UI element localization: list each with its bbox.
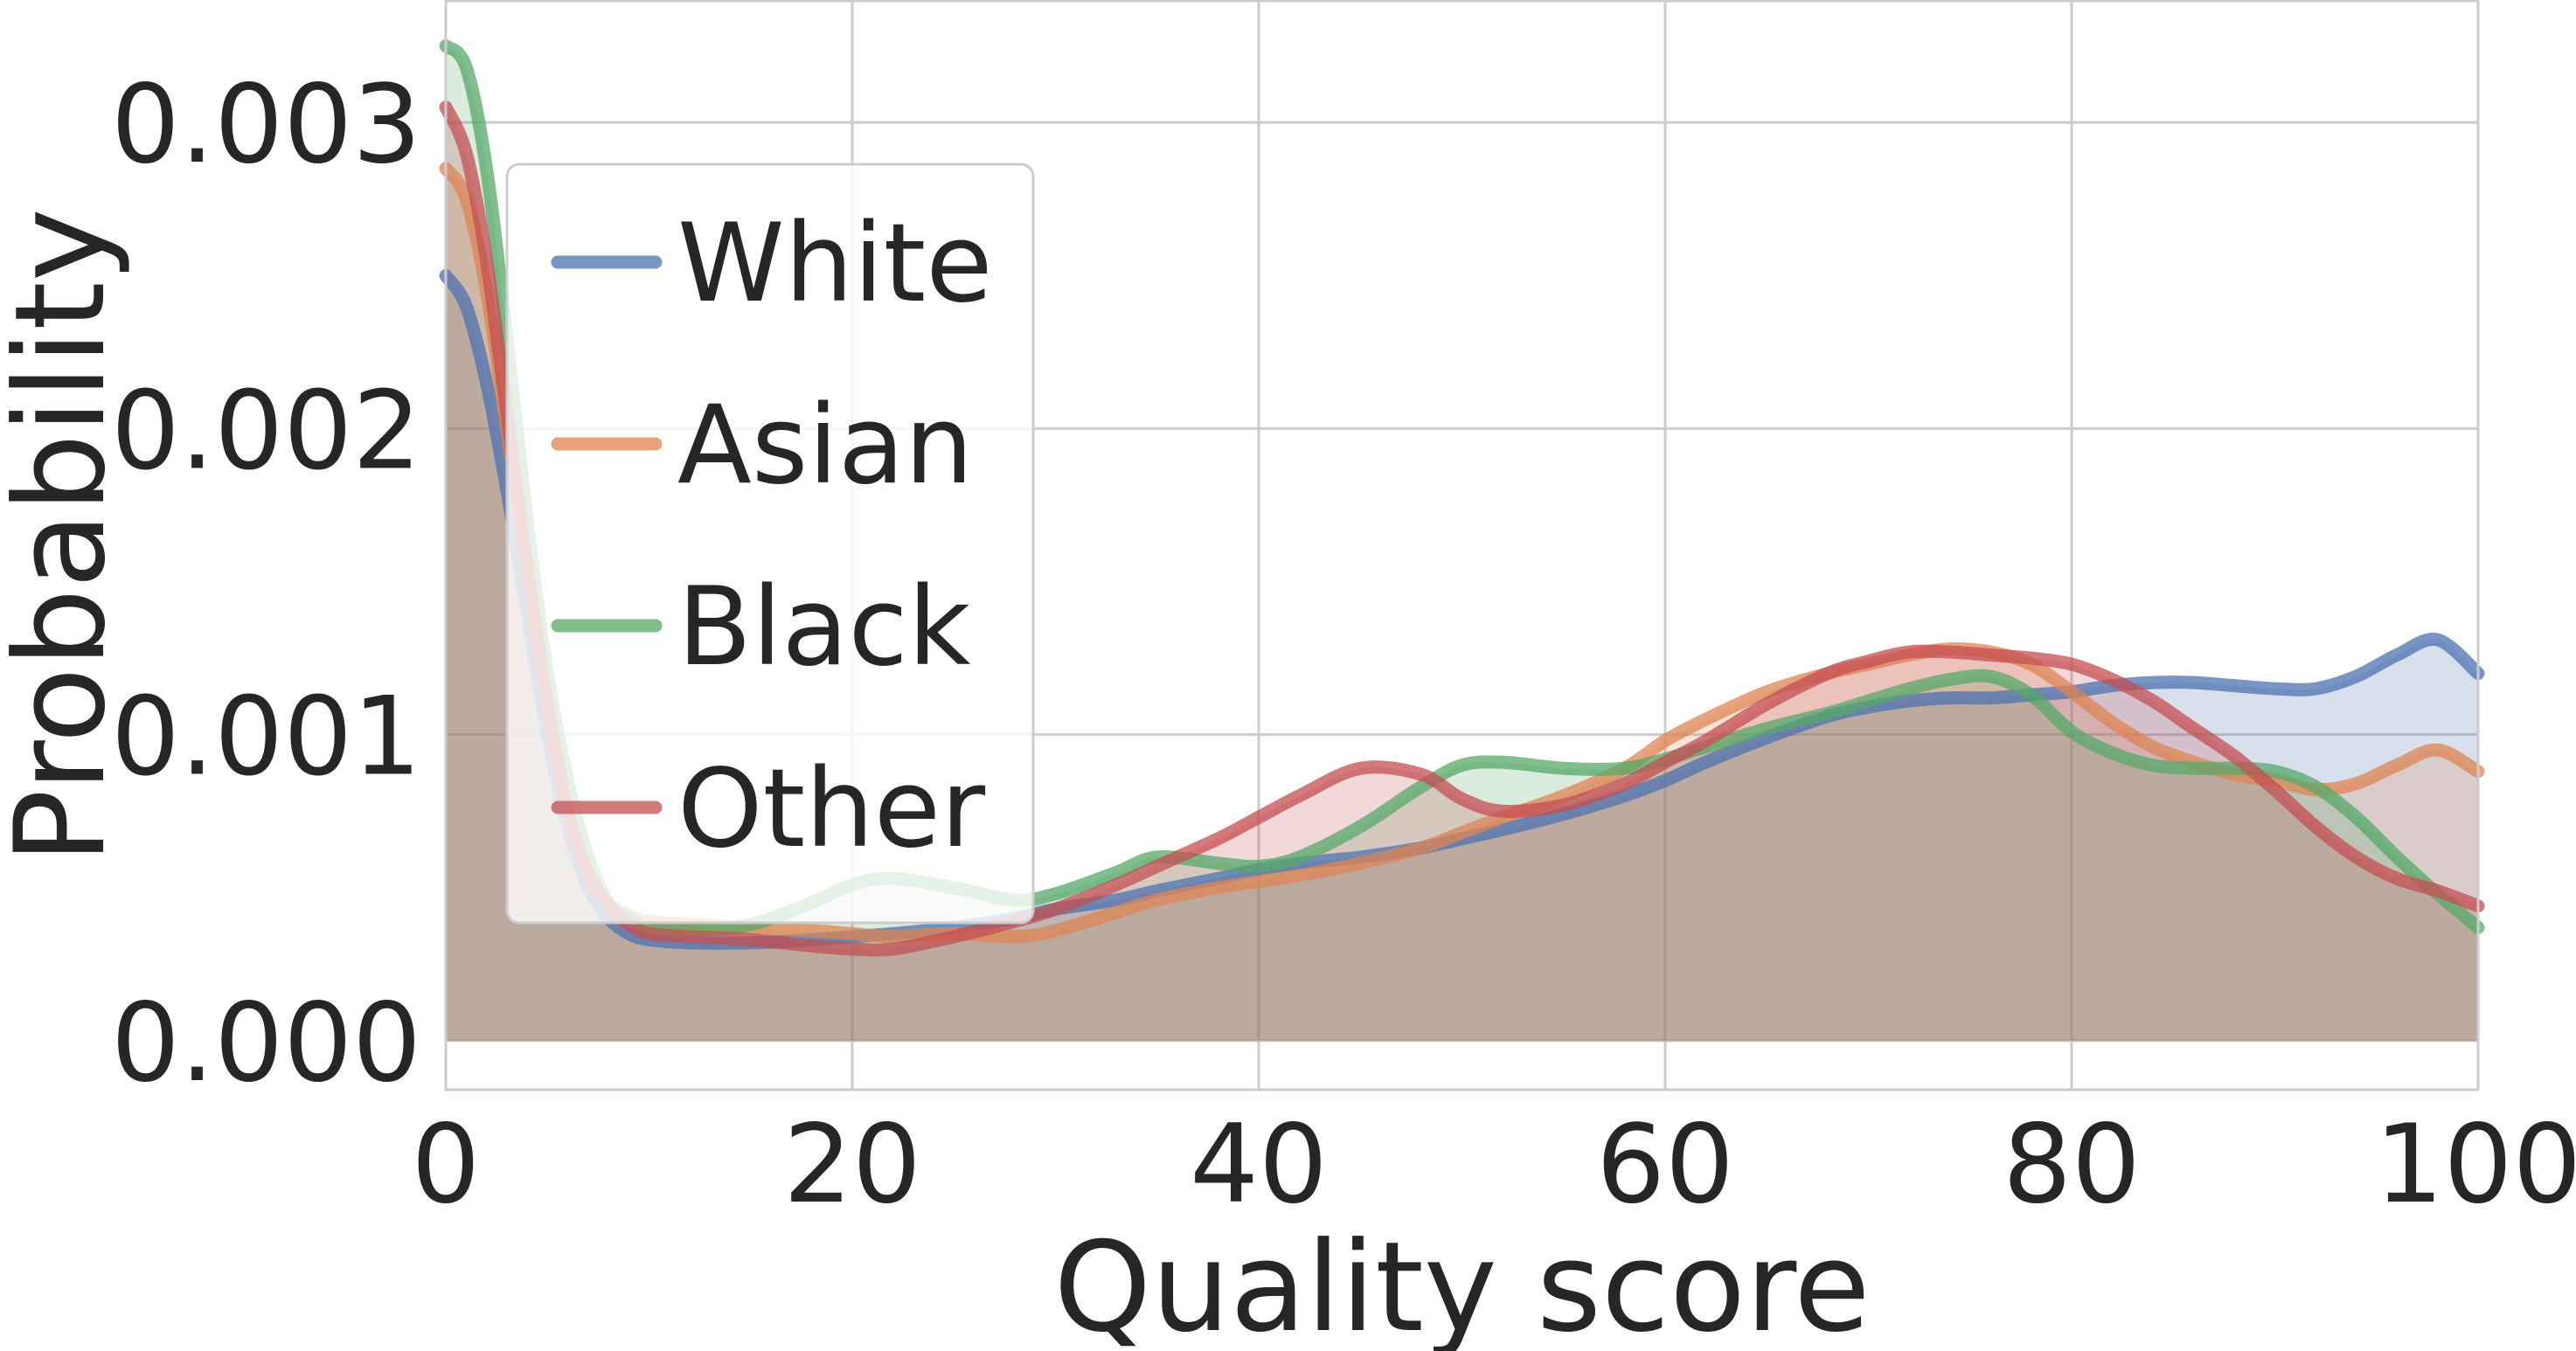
x-axis-title: Quality score <box>1053 1216 1870 1351</box>
legend-label-asian: Asian <box>677 383 973 509</box>
density-fills <box>446 45 2478 1041</box>
y-axis-title: Probability <box>0 208 133 864</box>
area-other <box>446 107 2478 1041</box>
y-tick-label: 0.002 <box>111 368 421 494</box>
area-black <box>446 45 2478 1041</box>
legend-box <box>505 163 1035 925</box>
x-tick-label: 60 <box>1596 1102 1734 1228</box>
legend: White Asian Black Other <box>505 163 1035 925</box>
area-asian <box>446 168 2478 1041</box>
plot-frame <box>444 0 2480 1091</box>
y-tick-label: 0.001 <box>111 675 421 800</box>
legend-label-black: Black <box>677 565 971 690</box>
x-tick-label: 40 <box>1190 1102 1328 1228</box>
x-tick-label: 80 <box>2003 1102 2141 1228</box>
x-tick-label: 100 <box>2375 1102 2576 1228</box>
area-white <box>446 275 2478 1041</box>
legend-label-white: White <box>677 201 993 327</box>
x-tick-label: 0 <box>412 1102 481 1228</box>
y-tick-label: 0.003 <box>111 62 421 188</box>
x-tick-label: 20 <box>783 1102 921 1228</box>
legend-label-other: Other <box>677 746 985 872</box>
x-tick-labels: 0 20 40 60 80 100 <box>412 1102 2576 1228</box>
y-tick-labels: 0.000 0.001 0.002 0.003 <box>111 62 421 1106</box>
y-tick-label: 0.000 <box>111 980 421 1106</box>
